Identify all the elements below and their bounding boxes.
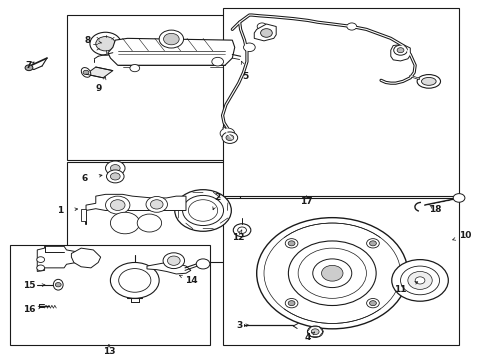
Circle shape <box>225 135 233 140</box>
Ellipse shape <box>416 75 440 88</box>
Text: 6: 6 <box>81 174 87 183</box>
Bar <box>66 15 239 160</box>
Circle shape <box>256 218 407 329</box>
Circle shape <box>222 132 237 143</box>
Circle shape <box>150 200 163 209</box>
Polygon shape <box>86 194 185 225</box>
Text: 14: 14 <box>184 276 197 285</box>
Circle shape <box>96 37 115 51</box>
Circle shape <box>167 256 180 265</box>
Circle shape <box>37 265 44 271</box>
Circle shape <box>393 45 407 55</box>
Circle shape <box>396 48 403 53</box>
Circle shape <box>110 165 120 172</box>
Circle shape <box>285 298 297 308</box>
Circle shape <box>312 259 351 288</box>
Polygon shape <box>390 44 409 61</box>
Text: 8: 8 <box>84 36 90 45</box>
Circle shape <box>106 170 124 183</box>
Text: 12: 12 <box>231 233 244 242</box>
Polygon shape <box>81 209 86 221</box>
Bar <box>10 244 210 345</box>
Circle shape <box>211 57 223 66</box>
Text: 2: 2 <box>214 193 221 202</box>
Text: 15: 15 <box>22 281 35 290</box>
Circle shape <box>400 266 439 295</box>
Circle shape <box>391 260 447 301</box>
Text: 16: 16 <box>22 305 35 314</box>
Polygon shape <box>71 248 101 268</box>
Circle shape <box>110 212 140 234</box>
Circle shape <box>369 301 376 306</box>
Circle shape <box>264 223 400 323</box>
Circle shape <box>110 262 159 298</box>
Circle shape <box>90 32 121 55</box>
Circle shape <box>55 283 61 287</box>
Text: 11: 11 <box>393 285 406 294</box>
Circle shape <box>110 173 120 180</box>
Circle shape <box>311 329 319 334</box>
Bar <box>222 8 458 196</box>
Ellipse shape <box>81 68 91 77</box>
Circle shape <box>159 30 183 48</box>
Text: 5: 5 <box>242 72 248 81</box>
Circle shape <box>366 298 379 308</box>
Text: 9: 9 <box>95 84 101 93</box>
Polygon shape <box>254 24 276 41</box>
Circle shape <box>146 197 167 212</box>
Circle shape <box>321 265 342 281</box>
Bar <box>222 198 458 345</box>
Circle shape <box>452 194 464 202</box>
Circle shape <box>220 128 234 139</box>
Text: 7: 7 <box>26 61 32 70</box>
Polygon shape <box>147 262 190 274</box>
Polygon shape <box>37 246 83 271</box>
Circle shape <box>260 29 272 37</box>
Circle shape <box>130 64 140 72</box>
Circle shape <box>285 239 297 248</box>
Circle shape <box>105 161 125 175</box>
Polygon shape <box>86 67 113 78</box>
Text: 17: 17 <box>300 197 312 206</box>
Circle shape <box>37 257 44 262</box>
Circle shape <box>105 196 130 214</box>
Text: 3: 3 <box>236 321 242 330</box>
Circle shape <box>163 253 184 269</box>
Circle shape <box>237 227 246 233</box>
Circle shape <box>307 326 323 337</box>
Circle shape <box>298 248 366 298</box>
Circle shape <box>369 241 376 246</box>
Circle shape <box>174 190 231 231</box>
Circle shape <box>188 200 217 221</box>
Circle shape <box>407 271 431 289</box>
Circle shape <box>25 65 33 71</box>
Circle shape <box>110 200 125 211</box>
Ellipse shape <box>53 279 63 290</box>
Circle shape <box>137 214 161 232</box>
Circle shape <box>196 259 209 269</box>
Circle shape <box>414 277 424 284</box>
Text: 4: 4 <box>304 333 310 342</box>
Ellipse shape <box>421 77 435 85</box>
Circle shape <box>182 195 223 226</box>
Circle shape <box>163 33 179 45</box>
Circle shape <box>366 239 379 248</box>
Circle shape <box>287 241 294 246</box>
Text: 10: 10 <box>458 231 470 240</box>
Circle shape <box>257 23 266 30</box>
Circle shape <box>346 23 356 30</box>
Text: 13: 13 <box>102 347 115 356</box>
Circle shape <box>288 241 375 306</box>
Text: 1: 1 <box>57 206 63 215</box>
Circle shape <box>243 43 255 51</box>
Circle shape <box>83 70 89 75</box>
Circle shape <box>233 224 250 237</box>
Circle shape <box>287 301 294 306</box>
Circle shape <box>119 269 151 292</box>
Text: 18: 18 <box>428 205 441 214</box>
Bar <box>66 162 239 262</box>
Polygon shape <box>108 39 234 65</box>
